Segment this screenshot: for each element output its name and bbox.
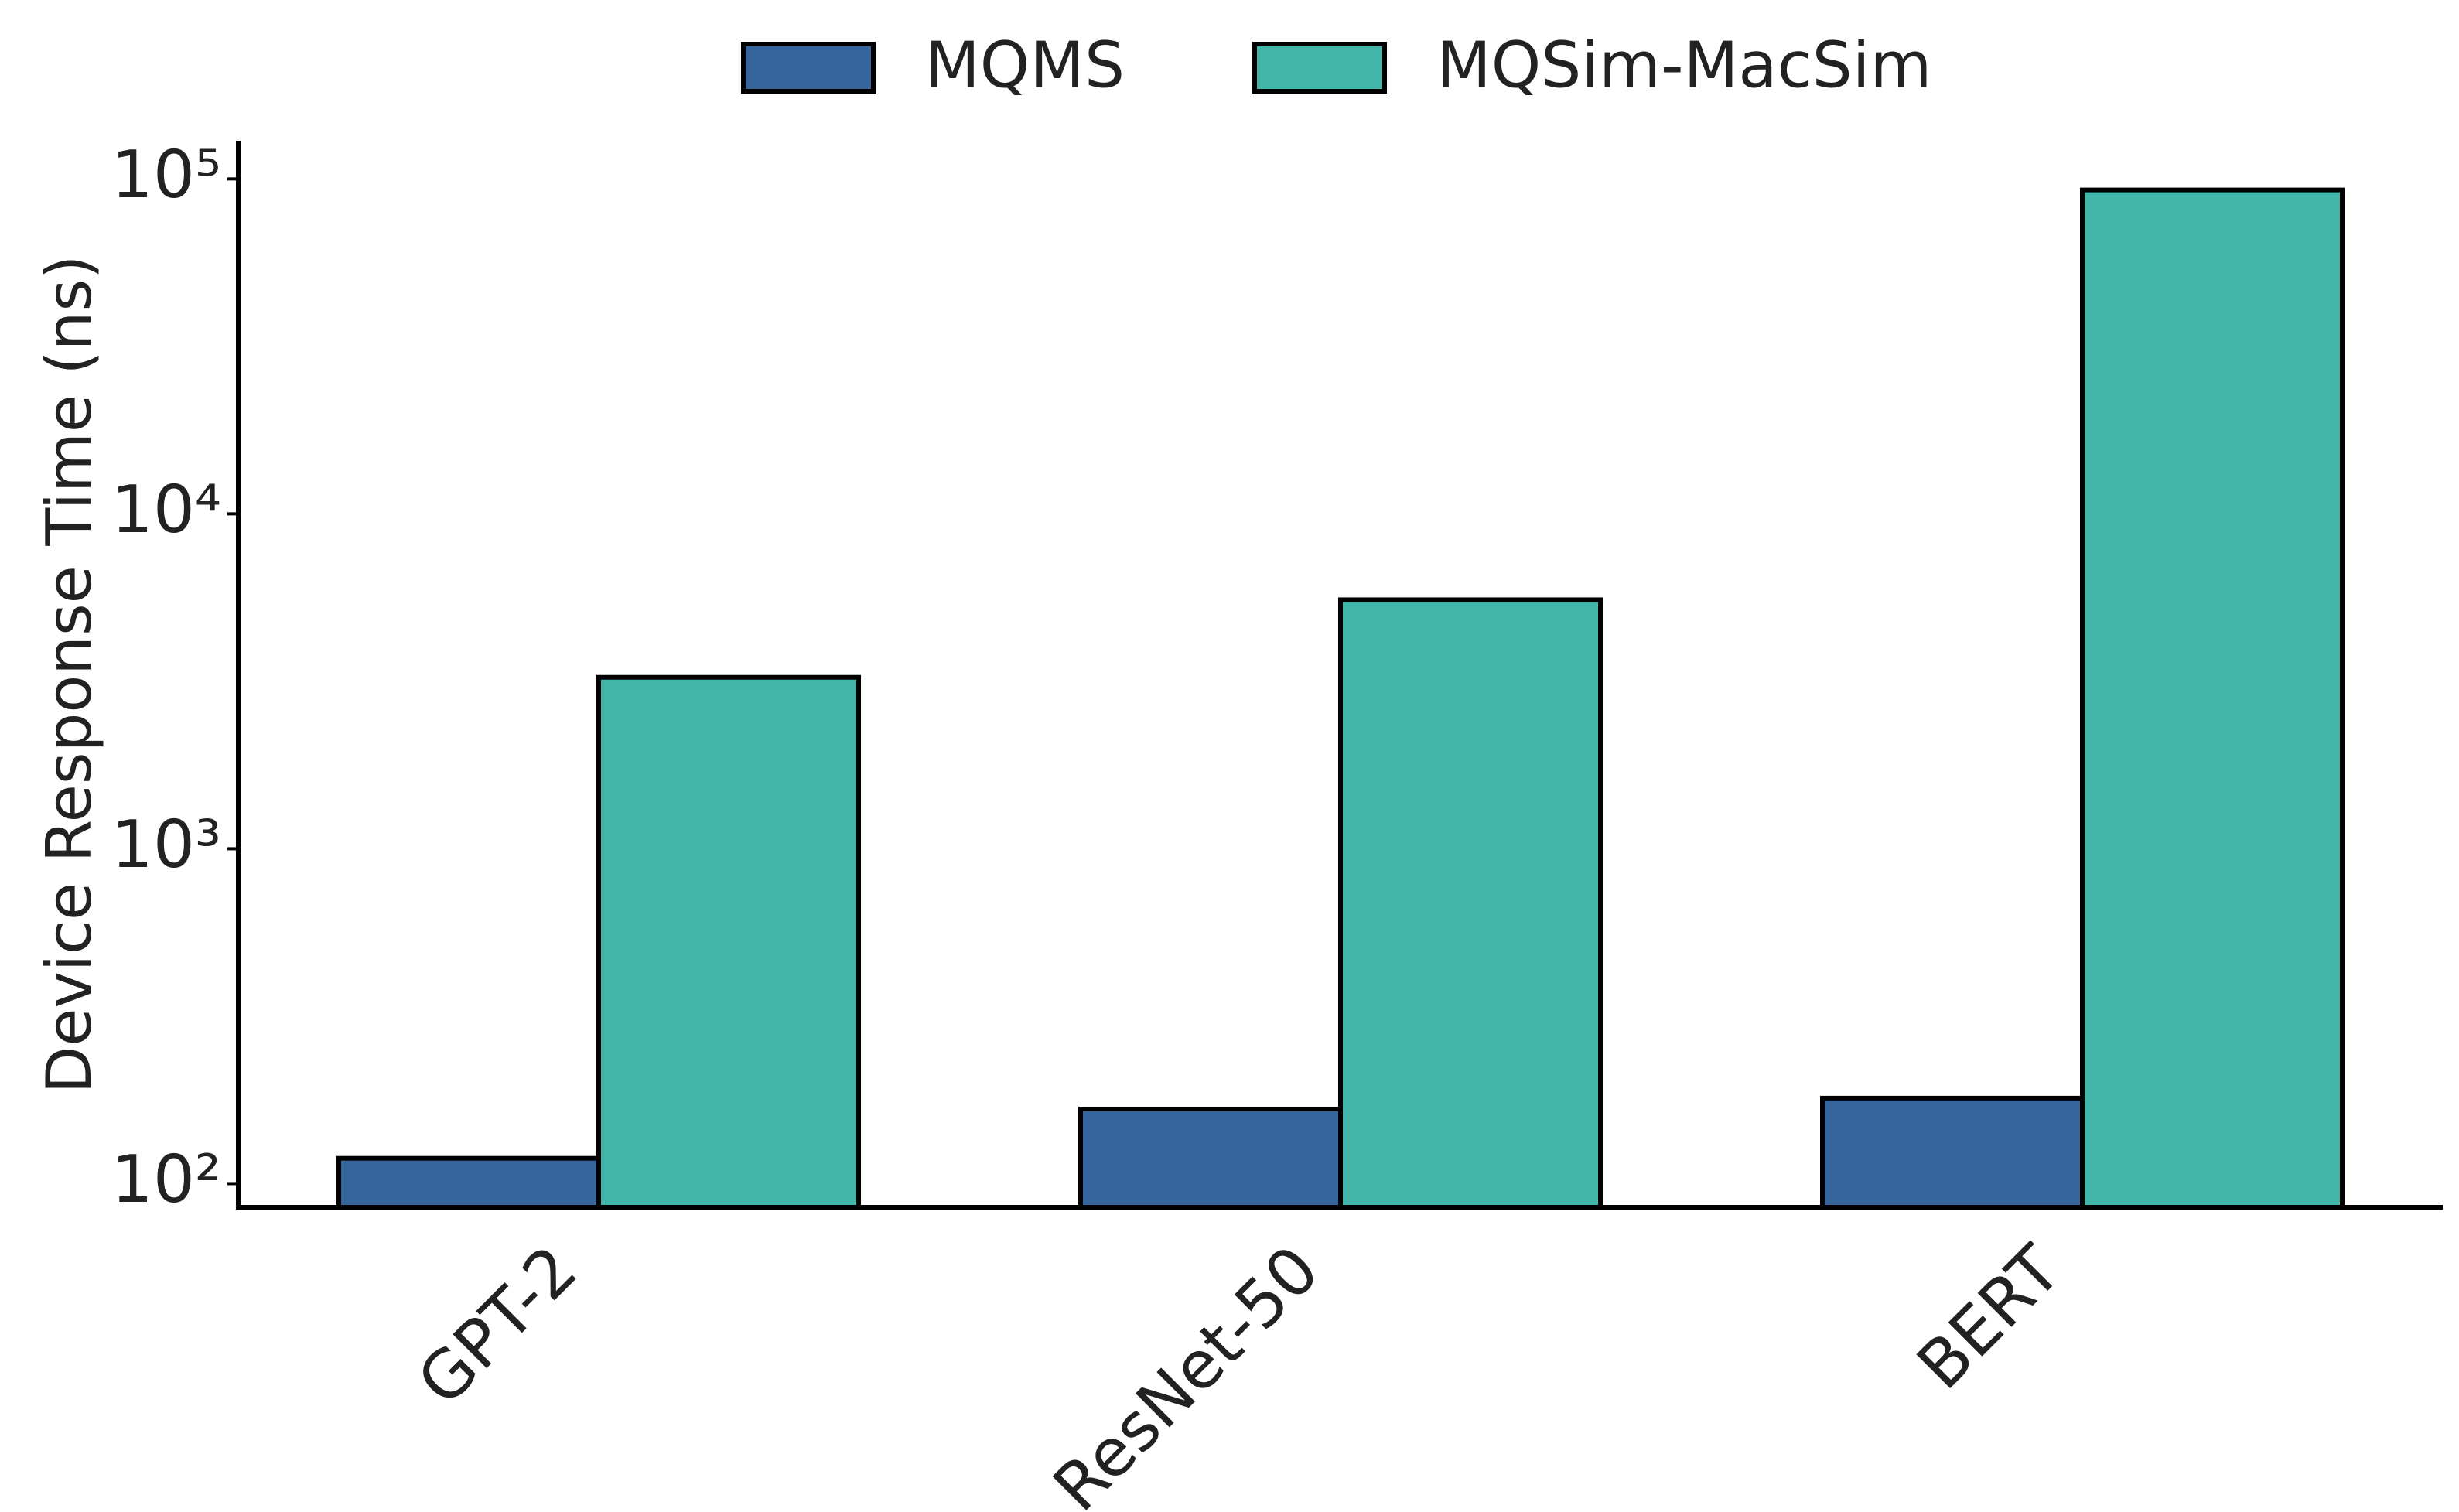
bar [596, 674, 861, 1210]
bar [2080, 187, 2345, 1210]
legend-swatch [1252, 42, 1387, 94]
x-tick-label: GPT-2 [403, 1231, 592, 1420]
y-tick-label: 10⁵ [111, 137, 221, 213]
y-tick-label: 10³ [111, 807, 221, 883]
x-tick-label: BERT [1903, 1231, 2076, 1404]
legend-label: MQMS [925, 29, 1125, 102]
y-tick-label: 10⁴ [111, 472, 221, 548]
y-tick-label: 10² [111, 1142, 221, 1218]
bar [1338, 597, 1603, 1210]
bar [336, 1155, 601, 1210]
bar [1078, 1106, 1343, 1210]
bar [1820, 1095, 2085, 1210]
legend-label: MQSim-MacSim [1436, 29, 1931, 102]
y-axis-label: Device Response Time (ns) [33, 255, 105, 1094]
legend-swatch [741, 42, 876, 94]
x-tick-label: ResNet-50 [1039, 1231, 1334, 1512]
